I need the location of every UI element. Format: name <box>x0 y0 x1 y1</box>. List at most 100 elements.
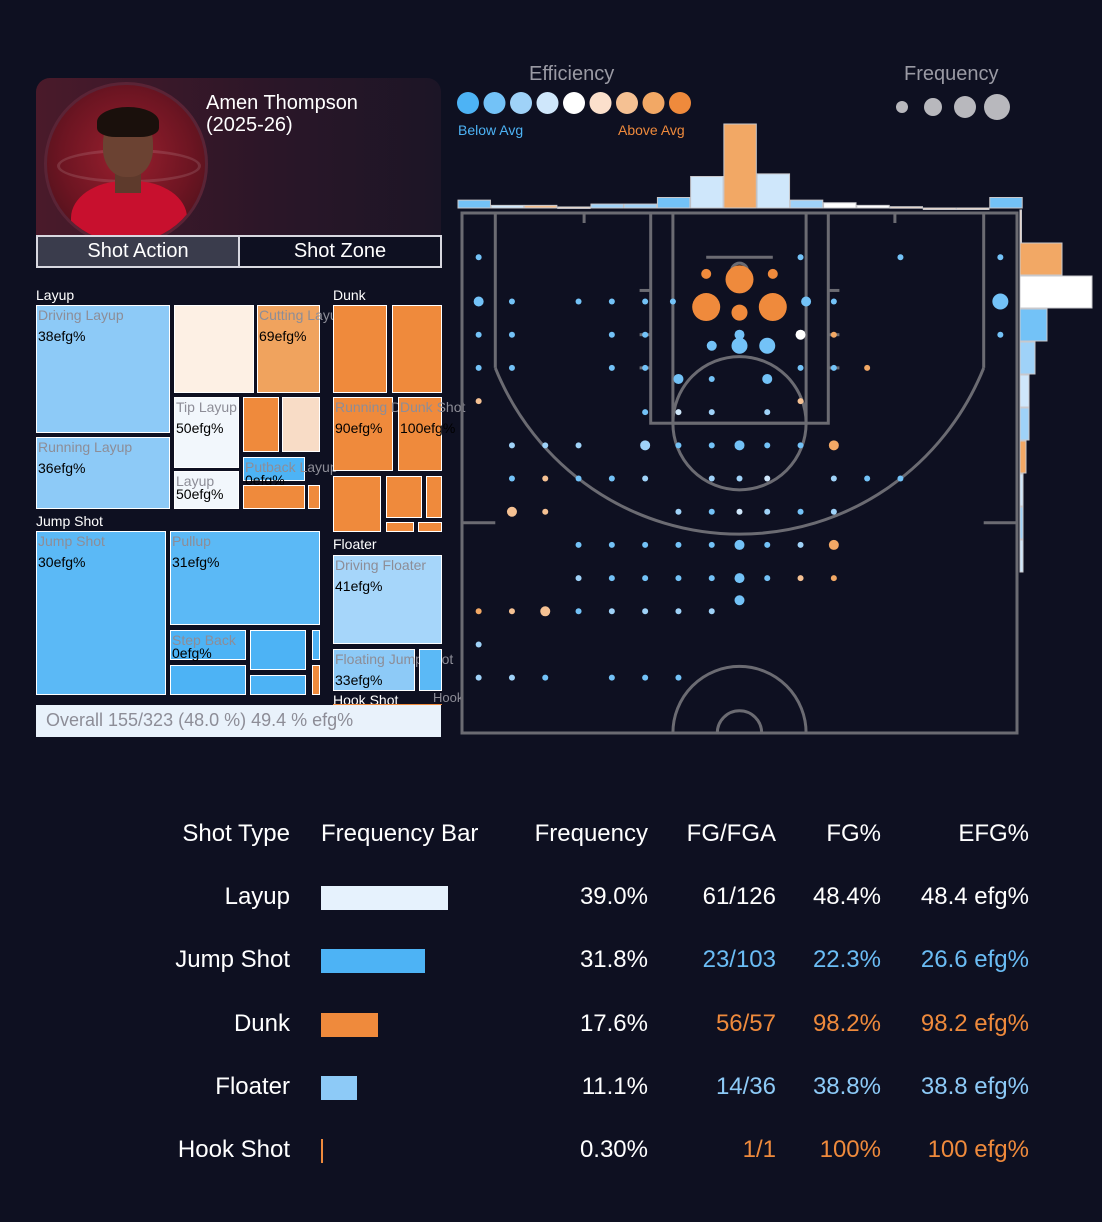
shot-dot[interactable] <box>830 298 837 305</box>
shot-dot[interactable] <box>734 539 745 550</box>
shot-dot[interactable] <box>997 254 1004 261</box>
shot-dot[interactable] <box>828 440 839 451</box>
shot-dot[interactable] <box>475 641 482 648</box>
treemap-tile[interactable] <box>282 397 320 452</box>
shot-dot[interactable] <box>642 541 649 548</box>
shot-dot[interactable] <box>736 508 743 515</box>
shot-dot[interactable] <box>828 539 839 550</box>
shot-dot[interactable] <box>731 304 748 321</box>
tab-shot-zone[interactable]: Shot Zone <box>238 237 440 266</box>
shot-dot[interactable] <box>540 606 551 617</box>
shot-dot[interactable] <box>997 331 1004 338</box>
shot-dot[interactable] <box>506 506 517 517</box>
shot-dot[interactable] <box>642 575 649 582</box>
treemap-tile[interactable]: Floating Jump shot 33efg% <box>333 649 453 691</box>
shot-dot[interactable] <box>734 573 745 584</box>
shot-dot[interactable] <box>706 340 717 351</box>
shot-dot[interactable] <box>758 293 787 322</box>
shot-dot[interactable] <box>542 508 549 515</box>
shot-dot[interactable] <box>708 575 715 582</box>
shot-dot[interactable] <box>575 541 582 548</box>
shot-dot[interactable] <box>797 364 804 371</box>
treemap-tile[interactable] <box>250 675 306 695</box>
shot-dot[interactable] <box>575 575 582 582</box>
shot-dot[interactable] <box>642 409 649 416</box>
treemap-tile[interactable]: Driving Floater 41efg% <box>333 555 442 644</box>
shot-dot[interactable] <box>475 364 482 371</box>
shot-dot[interactable] <box>797 508 804 515</box>
shot-dot[interactable] <box>797 541 804 548</box>
shot-dot[interactable] <box>708 442 715 449</box>
shot-dot[interactable] <box>473 296 484 307</box>
treemap-tile[interactable] <box>250 630 306 670</box>
shot-dot[interactable] <box>575 442 582 449</box>
shot-dot[interactable] <box>992 293 1009 310</box>
shot-dot[interactable] <box>508 364 515 371</box>
treemap-tile[interactable] <box>392 305 442 393</box>
shot-dot[interactable] <box>767 268 778 279</box>
shot-dot[interactable] <box>642 298 649 305</box>
shot-dot[interactable] <box>801 296 812 307</box>
treemap-tile[interactable] <box>333 476 381 532</box>
shot-dot[interactable] <box>764 541 771 548</box>
shot-dot[interactable] <box>708 375 715 382</box>
shot-dot[interactable] <box>675 608 682 615</box>
shot-dot[interactable] <box>608 541 615 548</box>
shot-dot[interactable] <box>864 475 871 482</box>
shot-dot[interactable] <box>764 508 771 515</box>
treemap-tile[interactable]: Hook <box>333 690 463 705</box>
shot-dot[interactable] <box>475 331 482 338</box>
shot-dot[interactable] <box>734 329 745 340</box>
shot-dot[interactable] <box>795 329 806 340</box>
shot-dot[interactable] <box>675 674 682 681</box>
shot-dot[interactable] <box>642 364 649 371</box>
shot-dot[interactable] <box>701 268 712 279</box>
shot-dot[interactable] <box>762 373 773 384</box>
treemap-tile[interactable]: Running Layup 36efg% <box>36 437 170 509</box>
shot-dot[interactable] <box>708 508 715 515</box>
shot-dot[interactable] <box>508 475 515 482</box>
treemap-tile[interactable] <box>170 665 246 695</box>
shot-dot[interactable] <box>642 674 649 681</box>
shot-dot[interactable] <box>575 475 582 482</box>
shot-dot[interactable] <box>475 254 482 261</box>
shot-dot[interactable] <box>797 398 804 405</box>
shot-dot[interactable] <box>692 293 721 322</box>
shot-dot[interactable] <box>797 254 804 261</box>
shot-dot[interactable] <box>708 409 715 416</box>
shot-dot[interactable] <box>764 409 771 416</box>
shot-dot[interactable] <box>731 337 748 354</box>
shot-dot[interactable] <box>675 508 682 515</box>
treemap-tile[interactable]: Pullup 31efg% <box>170 531 320 625</box>
shot-dot[interactable] <box>608 674 615 681</box>
treemap-tile[interactable] <box>386 476 422 518</box>
treemap-tile[interactable] <box>419 649 442 691</box>
shot-dot[interactable] <box>640 440 651 451</box>
shot-dot[interactable] <box>608 364 615 371</box>
treemap-tile[interactable] <box>426 476 442 518</box>
treemap-tile[interactable] <box>312 630 320 660</box>
shot-dot[interactable] <box>642 608 649 615</box>
shot-dot[interactable] <box>830 475 837 482</box>
shot-dot[interactable] <box>830 575 837 582</box>
shot-dot[interactable] <box>508 442 515 449</box>
shot-dot[interactable] <box>608 475 615 482</box>
treemap-tile[interactable]: Driving Layup 38efg% <box>36 305 170 433</box>
shot-dot[interactable] <box>508 674 515 681</box>
shot-dot[interactable] <box>764 575 771 582</box>
shot-dot[interactable] <box>542 475 549 482</box>
treemap-tile[interactable]: Cutting Layup 69efg% <box>257 305 345 393</box>
shot-dot[interactable] <box>830 364 837 371</box>
treemap-tile[interactable] <box>308 485 320 509</box>
treemap-tile[interactable]: Tip Layup 50efg% <box>174 397 239 468</box>
shot-dot[interactable] <box>608 608 615 615</box>
shot-dot[interactable] <box>675 442 682 449</box>
treemap-tile[interactable]: Running Dunk 90efg% <box>333 397 424 471</box>
shot-dot[interactable] <box>764 442 771 449</box>
shot-dot[interactable] <box>830 508 837 515</box>
shot-dot[interactable] <box>642 475 649 482</box>
treemap-tile[interactable] <box>333 305 387 393</box>
shot-dot[interactable] <box>608 331 615 338</box>
shot-dot[interactable] <box>734 440 745 451</box>
shot-dot[interactable] <box>797 575 804 582</box>
